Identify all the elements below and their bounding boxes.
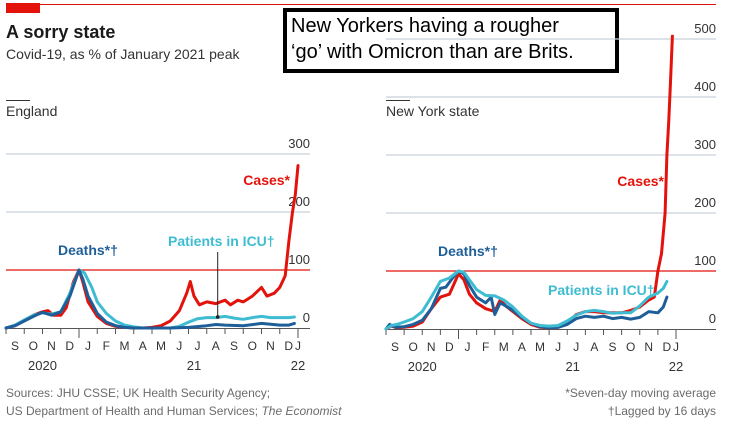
x-tick-label-month: J [176,339,182,353]
x-tick-label-month: M [120,339,130,353]
x-tick-label-month: O [248,339,257,353]
callout-line-2: ‘go’ with Omicron than are Brits. [291,41,574,63]
y-tick-label-0: 0 [303,310,310,325]
annotation-callout-box: New Yorkers having a rougher ‘go’ with O… [283,8,619,73]
top-rule [6,4,716,5]
series-line-deaths [4,268,296,330]
x-tick-label-month: A [518,340,526,354]
y-tick-label-500: 500 [694,21,716,36]
x-tick-label-month: M [156,339,166,353]
y-tick-label-100: 100 [694,253,716,268]
x-tick-label-month: N [427,340,436,354]
y-tick-label-0: 0 [709,311,716,326]
x-tick-label-month: J [465,340,471,354]
sources-line-2: US Department of Health and Human Servic… [6,402,342,420]
x-tick-label-month: M [499,340,509,354]
series-label-cases: Cases* [243,172,290,188]
x-tick-label-month: N [266,339,275,353]
y-tick-label-300: 300 [694,137,716,152]
x-tick-label-month: N [47,339,56,353]
x-tick-label-month: D [445,340,454,354]
y-tick-label-200: 200 [694,195,716,210]
sources-line-2-text: US Department of Health and Human Servic… [6,404,262,418]
sources-publication: The Economist [261,404,342,418]
x-tick-label-month: S [11,339,19,353]
sources-line-1: Sources: JHU CSSE; UK Health Security Ag… [6,386,271,400]
x-tick-label-month: J [573,340,579,354]
x-tick-label-month: F [103,339,110,353]
panel-title-england: England [6,100,58,119]
x-year-label-22: 22 [669,359,683,374]
x-tick-label-month: N [644,340,653,354]
x-year-label-2020: 2020 [408,359,437,374]
x-tick-label-month: D [663,340,672,354]
x-tick-label-month: S [230,339,238,353]
sources-note: Sources: JHU CSSE; UK Health Security Ag… [6,384,342,420]
economist-red-tag [6,3,40,13]
x-year-label-21: 21 [565,359,579,374]
series-label-deaths: Deaths*† [58,242,118,258]
x-tick-label-month: A [212,339,220,353]
footnote-lag: †Lagged by 16 days [607,404,716,418]
x-tick-label-month: A [590,340,598,354]
y-tick-label-300: 300 [288,136,310,151]
x-tick-label-month: O [408,340,417,354]
series-line-deaths [384,269,669,331]
x-year-label-21: 21 [187,358,201,373]
callout-line-1: New Yorkers having a rougher [291,15,559,37]
x-tick-label-month: D [284,339,293,353]
series-line-cases [4,164,300,330]
x-tick-label-month: J [195,339,201,353]
chart-title: A sorry state [6,22,116,42]
panel-title-new-york: New York state [386,100,480,119]
x-tick-label-month: M [535,340,545,354]
footnotes: *Seven-day moving average †Lagged by 16 … [565,384,716,420]
x-tick-label-month: S [391,340,399,354]
series-label-deaths: Deaths*† [438,243,498,259]
series-label-icu: Patients in ICU† [548,282,655,298]
series-line-icu [384,269,669,331]
x-tick-label-month: F [482,340,489,354]
series-label-icu: Patients in ICU† [168,233,275,249]
x-tick-label-month: S [608,340,616,354]
x-tick-label-month: J [295,339,301,353]
x-tick-label-month: J [85,339,91,353]
x-tick-label-month: O [29,339,38,353]
x-year-label-22: 22 [291,358,305,373]
chart-subtitle: Covid-19, as % of January 2021 peak [6,46,240,62]
x-tick-label-month: J [673,340,679,354]
x-tick-label-month: D [65,339,74,353]
footnote-moving-average: *Seven-day moving average [565,386,716,400]
x-tick-label-month: J [555,340,561,354]
y-tick-label-400: 400 [694,79,716,94]
x-year-label-2020: 2020 [28,358,57,373]
icu-label-pointer-dot [215,315,220,319]
x-tick-label-month: O [626,340,635,354]
series-line-icu [4,268,296,330]
y-tick-label-100: 100 [288,252,310,267]
x-tick-label-month: A [139,339,147,353]
y-tick-label-200: 200 [288,194,310,209]
series-label-cases: Cases* [617,173,664,189]
